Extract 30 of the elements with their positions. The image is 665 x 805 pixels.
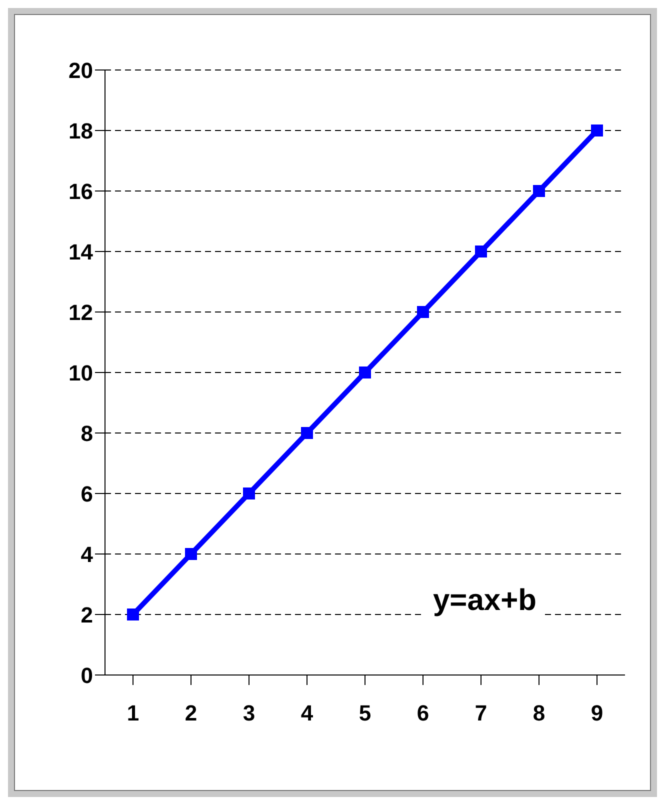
y-tick-label: 8 (80, 420, 93, 446)
annotation: y=ax+b (425, 580, 544, 622)
point (301, 427, 313, 439)
y-tick-label: 14 (68, 239, 94, 264)
y-tick-label: 18 (68, 118, 93, 144)
y-tick-label: 16 (68, 178, 93, 204)
y-tick-label: 10 (68, 360, 93, 386)
point (127, 608, 139, 620)
point (533, 185, 545, 197)
x-tick-label: 5 (358, 700, 372, 726)
point (243, 488, 255, 500)
y-tick-label: 20 (68, 58, 93, 83)
point (185, 548, 197, 560)
x-tick-label: 9 (590, 700, 604, 726)
point (417, 306, 429, 318)
y-tick-label: 2 (80, 602, 93, 628)
x-tick-label: 6 (416, 700, 430, 726)
point (475, 246, 487, 258)
y-tick-label: 4 (80, 542, 94, 567)
x-tick-label: 3 (242, 700, 256, 726)
x-tick-label: 4 (300, 700, 314, 726)
x-tick-label: 7 (474, 700, 488, 726)
y-tick-label: 6 (80, 481, 93, 506)
point (359, 366, 371, 378)
x-tick-label: 8 (532, 700, 546, 726)
y-tick-label: 12 (68, 300, 93, 325)
x-tick-label: 1 (126, 700, 140, 726)
point (591, 124, 603, 136)
y-tick-label: 0 (80, 662, 93, 688)
x-tick-label: 2 (184, 700, 198, 726)
